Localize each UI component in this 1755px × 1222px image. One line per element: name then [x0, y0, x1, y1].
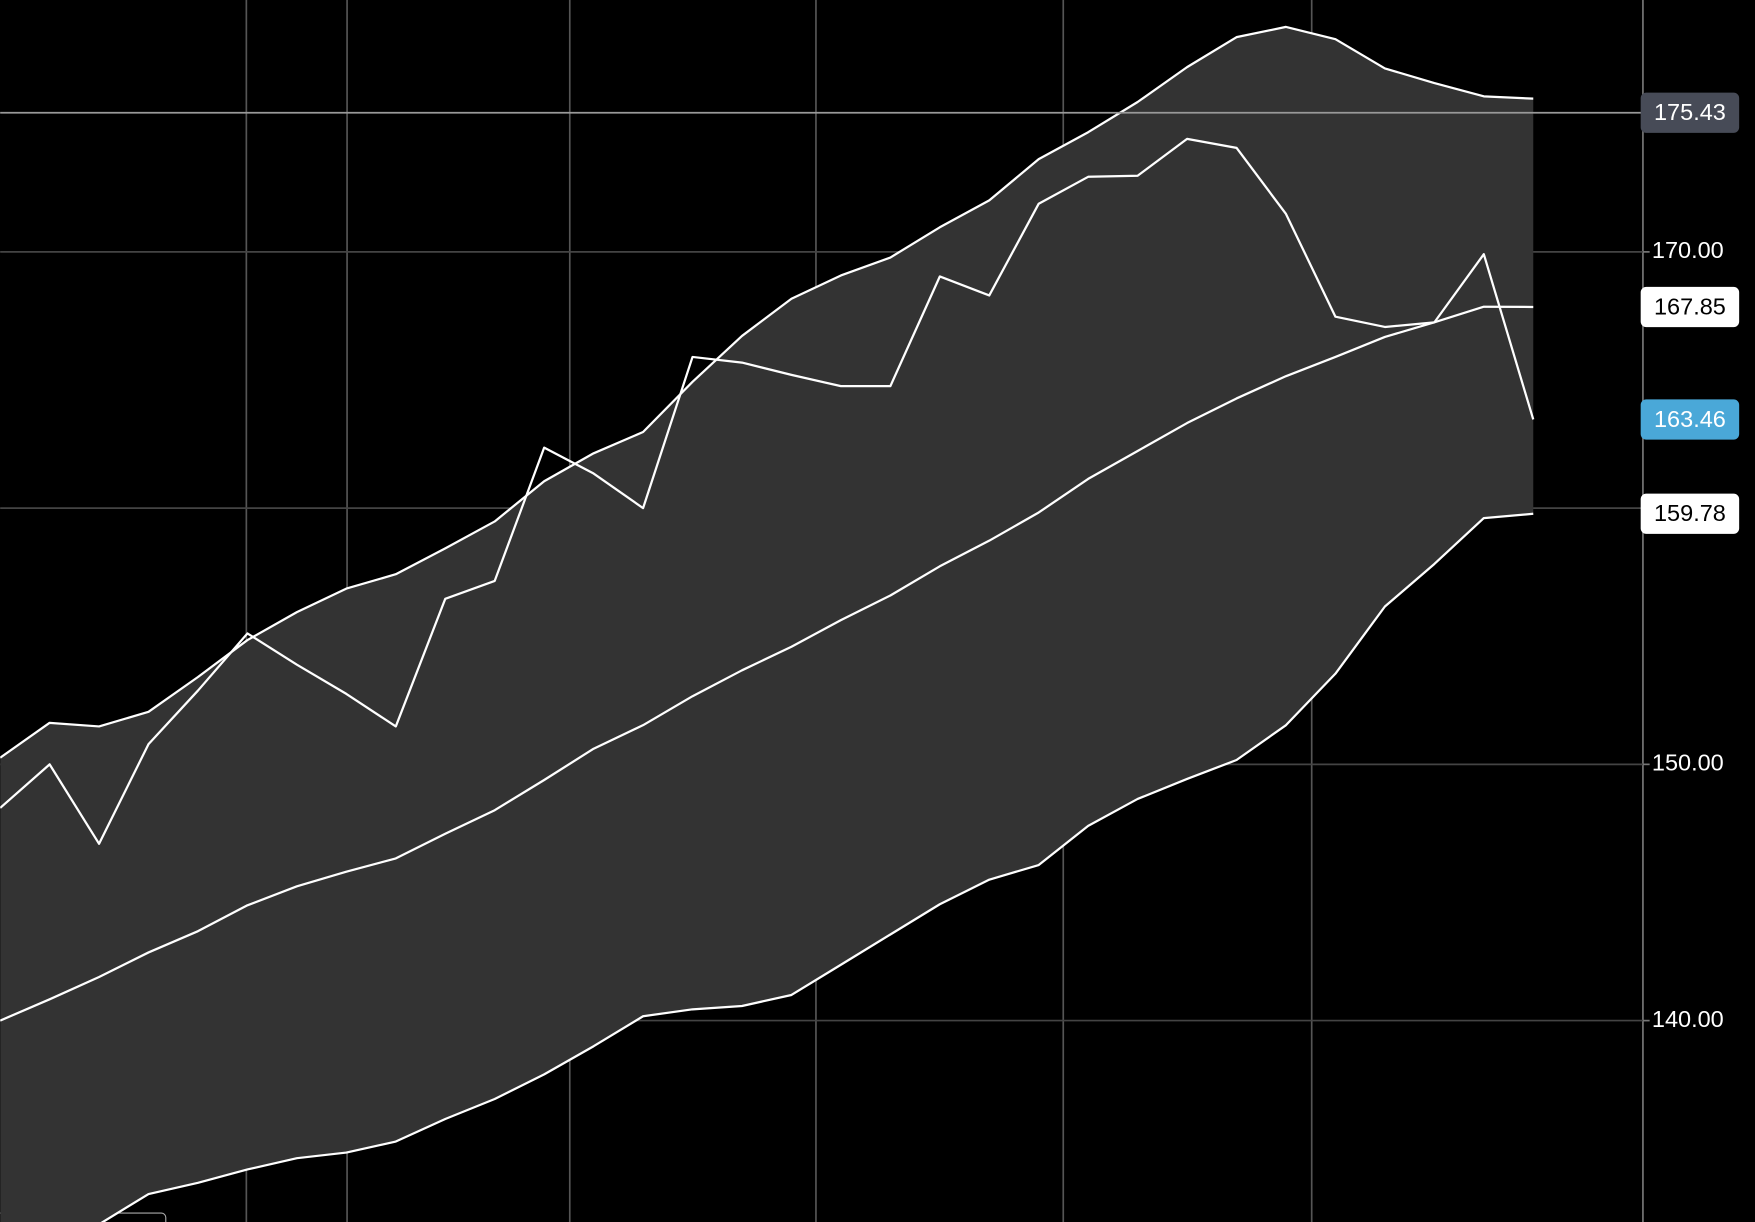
y-tick-label: 170.00 [1652, 237, 1724, 263]
price-label: 175.43 [1654, 99, 1726, 125]
y-tick-label: 150.00 [1652, 750, 1724, 776]
series-line [100, 512, 1534, 1222]
series-line [0, 25, 1534, 759]
price-label: 159.78 [1654, 500, 1726, 526]
price-label-box [1640, 493, 1740, 534]
price-label-box [1640, 92, 1740, 133]
series-line [0, 305, 1534, 1022]
y-tick-label: 140.00 [1652, 1006, 1724, 1032]
plot [0, 25, 1535, 1222]
price-label: 167.85 [1654, 293, 1726, 319]
price-label-box [1640, 399, 1740, 440]
band-area [0, 26, 1534, 1222]
series-line [0, 137, 1535, 845]
price-label: 163.46 [1654, 406, 1726, 432]
price-label-box [1640, 286, 1740, 328]
